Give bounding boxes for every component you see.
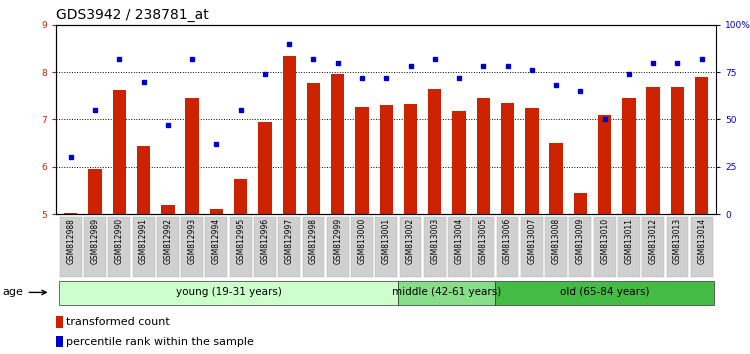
Text: GSM812992: GSM812992 — [164, 218, 172, 264]
FancyBboxPatch shape — [472, 217, 494, 277]
Bar — [695, 77, 708, 214]
Bar — [598, 115, 611, 214]
Text: GSM813014: GSM813014 — [698, 218, 706, 264]
Text: GDS3942 / 238781_at: GDS3942 / 238781_at — [56, 8, 209, 22]
Bar — [574, 193, 587, 214]
Bar — [477, 98, 490, 214]
FancyBboxPatch shape — [400, 217, 422, 277]
FancyBboxPatch shape — [594, 217, 616, 277]
FancyBboxPatch shape — [351, 217, 373, 277]
Text: age: age — [3, 287, 46, 297]
Bar — [428, 89, 442, 214]
Text: GSM812993: GSM812993 — [188, 218, 196, 264]
Text: GSM812989: GSM812989 — [91, 218, 100, 264]
FancyBboxPatch shape — [496, 217, 518, 277]
Text: GSM812994: GSM812994 — [212, 218, 221, 264]
FancyBboxPatch shape — [182, 217, 203, 277]
FancyBboxPatch shape — [327, 217, 349, 277]
FancyBboxPatch shape — [569, 217, 591, 277]
Bar — [161, 205, 175, 214]
FancyBboxPatch shape — [642, 217, 664, 277]
Bar — [210, 210, 223, 214]
Text: GSM812997: GSM812997 — [285, 218, 294, 264]
Text: GSM813007: GSM813007 — [527, 218, 536, 264]
Bar — [137, 145, 150, 214]
Bar — [234, 179, 248, 214]
Text: GSM813000: GSM813000 — [358, 218, 367, 264]
Bar — [404, 104, 417, 214]
Bar — [331, 74, 344, 214]
FancyBboxPatch shape — [424, 217, 445, 277]
FancyBboxPatch shape — [545, 217, 567, 277]
Bar — [380, 105, 393, 214]
Bar — [112, 90, 126, 214]
Text: percentile rank within the sample: percentile rank within the sample — [66, 337, 254, 347]
Text: GSM813005: GSM813005 — [478, 218, 488, 264]
Text: GSM812995: GSM812995 — [236, 218, 245, 264]
Bar — [307, 82, 320, 214]
FancyBboxPatch shape — [521, 217, 543, 277]
Bar — [622, 98, 635, 214]
FancyBboxPatch shape — [375, 217, 398, 277]
Bar — [550, 143, 562, 214]
Text: GSM813002: GSM813002 — [406, 218, 415, 264]
Text: GSM813006: GSM813006 — [503, 218, 512, 264]
Text: GSM812991: GSM812991 — [139, 218, 148, 264]
Bar — [56, 336, 64, 347]
FancyBboxPatch shape — [109, 217, 130, 277]
FancyBboxPatch shape — [691, 217, 712, 277]
Bar — [64, 213, 77, 214]
FancyBboxPatch shape — [58, 281, 398, 305]
Text: GSM813008: GSM813008 — [551, 218, 560, 264]
Bar — [185, 98, 199, 214]
Bar — [670, 87, 684, 214]
Text: young (19-31 years): young (19-31 years) — [176, 287, 281, 297]
FancyBboxPatch shape — [496, 281, 714, 305]
Bar — [525, 108, 538, 214]
Text: GSM812998: GSM812998 — [309, 218, 318, 264]
Bar — [258, 122, 272, 214]
FancyBboxPatch shape — [60, 217, 82, 277]
Text: middle (42-61 years): middle (42-61 years) — [392, 287, 502, 297]
Text: GSM813009: GSM813009 — [576, 218, 585, 264]
FancyBboxPatch shape — [133, 217, 154, 277]
Text: GSM812996: GSM812996 — [260, 218, 269, 264]
Text: GSM813011: GSM813011 — [625, 218, 634, 264]
FancyBboxPatch shape — [398, 281, 496, 305]
FancyBboxPatch shape — [157, 217, 178, 277]
Bar — [452, 111, 466, 214]
FancyBboxPatch shape — [254, 217, 276, 277]
FancyBboxPatch shape — [230, 217, 251, 277]
Text: GSM812999: GSM812999 — [333, 218, 342, 264]
Bar — [88, 169, 102, 214]
Bar — [356, 107, 369, 214]
Text: GSM813001: GSM813001 — [382, 218, 391, 264]
Text: GSM813013: GSM813013 — [673, 218, 682, 264]
FancyBboxPatch shape — [302, 217, 324, 277]
Text: GSM813003: GSM813003 — [430, 218, 439, 264]
Bar — [501, 103, 515, 214]
FancyBboxPatch shape — [618, 217, 640, 277]
Text: GSM813004: GSM813004 — [454, 218, 464, 264]
FancyBboxPatch shape — [448, 217, 470, 277]
Text: GSM812990: GSM812990 — [115, 218, 124, 264]
FancyBboxPatch shape — [84, 217, 106, 277]
FancyBboxPatch shape — [206, 217, 227, 277]
FancyBboxPatch shape — [667, 217, 688, 277]
Bar — [646, 87, 660, 214]
Text: GSM812988: GSM812988 — [66, 218, 75, 264]
Text: old (65-84 years): old (65-84 years) — [560, 287, 650, 297]
Text: GSM813010: GSM813010 — [600, 218, 609, 264]
Bar — [56, 316, 64, 328]
Text: transformed count: transformed count — [66, 317, 170, 327]
Text: GSM813012: GSM813012 — [649, 218, 658, 264]
Bar — [283, 56, 296, 214]
FancyBboxPatch shape — [278, 217, 300, 277]
